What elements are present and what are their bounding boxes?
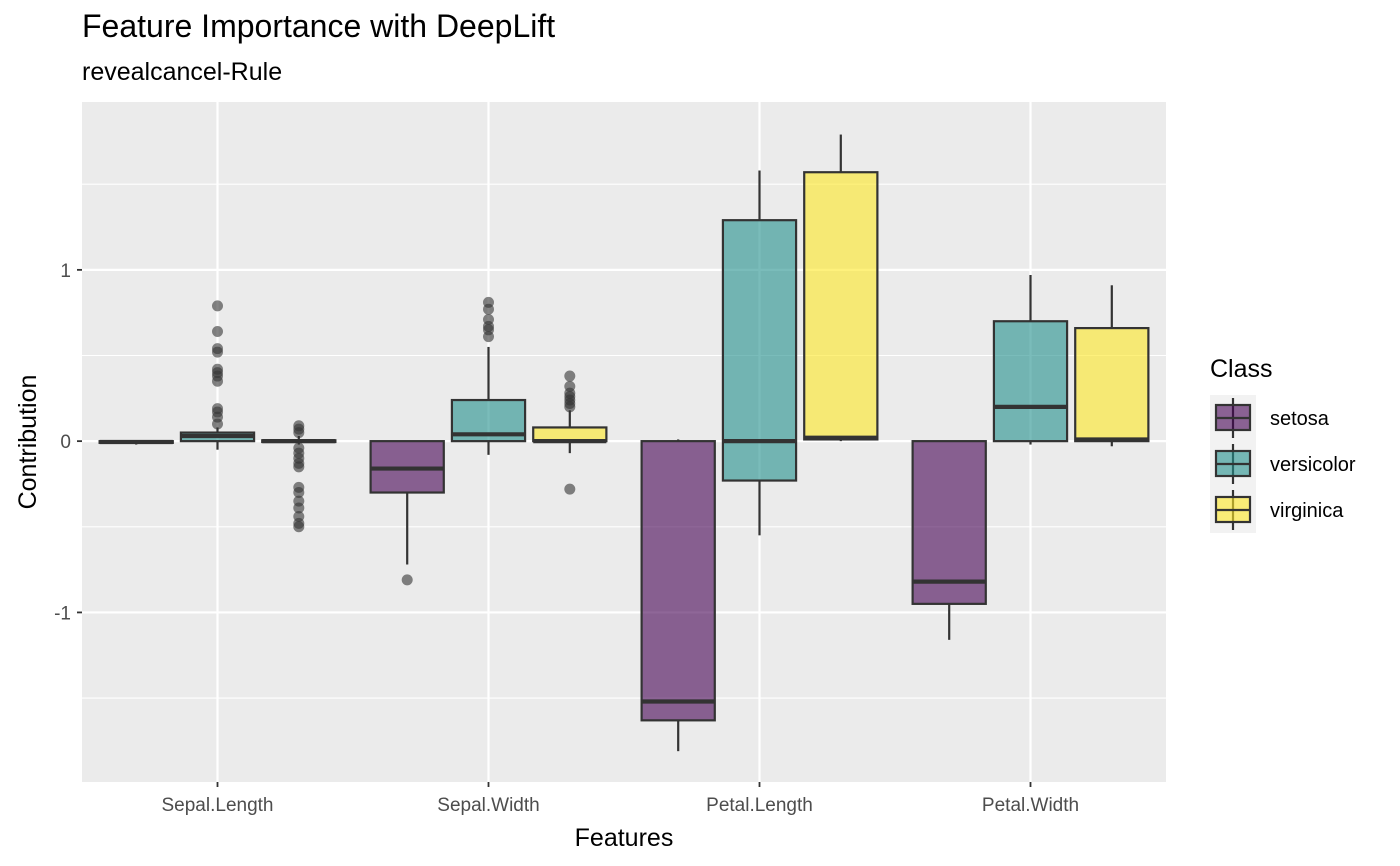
outlier-point [293, 461, 305, 473]
chart-title: Feature Importance with DeepLift [82, 8, 556, 44]
box-virginica-Sepal.Width [532, 370, 608, 495]
outlier-point [483, 296, 494, 308]
box-virginica-Petal.Length [803, 134, 879, 442]
boxes-layer [98, 134, 1150, 752]
outlier-point [212, 326, 223, 338]
y-tick-label: 0 [60, 432, 71, 453]
legend-title: Class [1210, 355, 1273, 383]
legend-key-versicolor: versicolor [1210, 441, 1356, 487]
outlier-point [293, 487, 305, 499]
outlier-point [212, 343, 223, 355]
legend-label-virginica: virginica [1270, 500, 1344, 522]
box-versicolor-Sepal.Width [450, 296, 527, 455]
box-setosa-Sepal.Length [98, 439, 174, 445]
x-tick-label: Petal.Length [706, 795, 813, 816]
box-setosa-Sepal.Width [369, 440, 445, 586]
box-body [1074, 326, 1150, 443]
box-setosa-Petal.Length [640, 439, 716, 752]
y-tick-label: 1 [60, 261, 71, 282]
outlier-point [401, 574, 413, 586]
outlier-point [293, 502, 305, 514]
outlier-point [483, 314, 494, 326]
legend-key-setosa: setosa [1210, 395, 1330, 441]
box-versicolor-Petal.Width [992, 274, 1069, 445]
legend-key-virginica: virginica [1210, 487, 1344, 533]
box-versicolor-Petal.Length [721, 170, 798, 536]
box-body [911, 440, 987, 605]
outlier-point [564, 370, 576, 382]
outlier-point [293, 420, 305, 432]
legend: Class setosa versicolor virginica [1210, 355, 1356, 533]
box-body [721, 219, 798, 482]
x-axis: Sepal.Length Sepal.Width Petal.Length Petal… [162, 782, 1079, 816]
box-body [803, 171, 879, 441]
box-virginica-Petal.Width [1074, 285, 1150, 447]
y-tick-label: -1 [54, 603, 71, 624]
outlier-point [212, 363, 223, 375]
box-versicolor-Sepal.Length [179, 300, 256, 450]
outlier-point [293, 521, 305, 533]
outlier-point [564, 380, 576, 392]
box-body [640, 440, 716, 722]
y-axis: 1 0 -1 [54, 261, 82, 624]
legend-label-versicolor: versicolor [1270, 454, 1356, 476]
x-tick-label: Petal.Width [982, 795, 1079, 816]
outlier-point [564, 483, 576, 495]
x-axis-title: Features [575, 824, 674, 852]
box-virginica-Sepal.Length [261, 420, 337, 533]
grid-minor [82, 183, 1166, 699]
box-setosa-Petal.Width [911, 440, 987, 640]
x-tick-label: Sepal.Width [437, 795, 539, 816]
y-axis-title: Contribution [14, 375, 42, 510]
outlier-point [212, 300, 223, 312]
x-tick-label: Sepal.Length [162, 795, 274, 816]
box-body [992, 320, 1069, 443]
outlier-point [212, 403, 223, 415]
legend-label-setosa: setosa [1270, 408, 1330, 430]
chart-subtitle: revealcancel-Rule [82, 58, 283, 86]
